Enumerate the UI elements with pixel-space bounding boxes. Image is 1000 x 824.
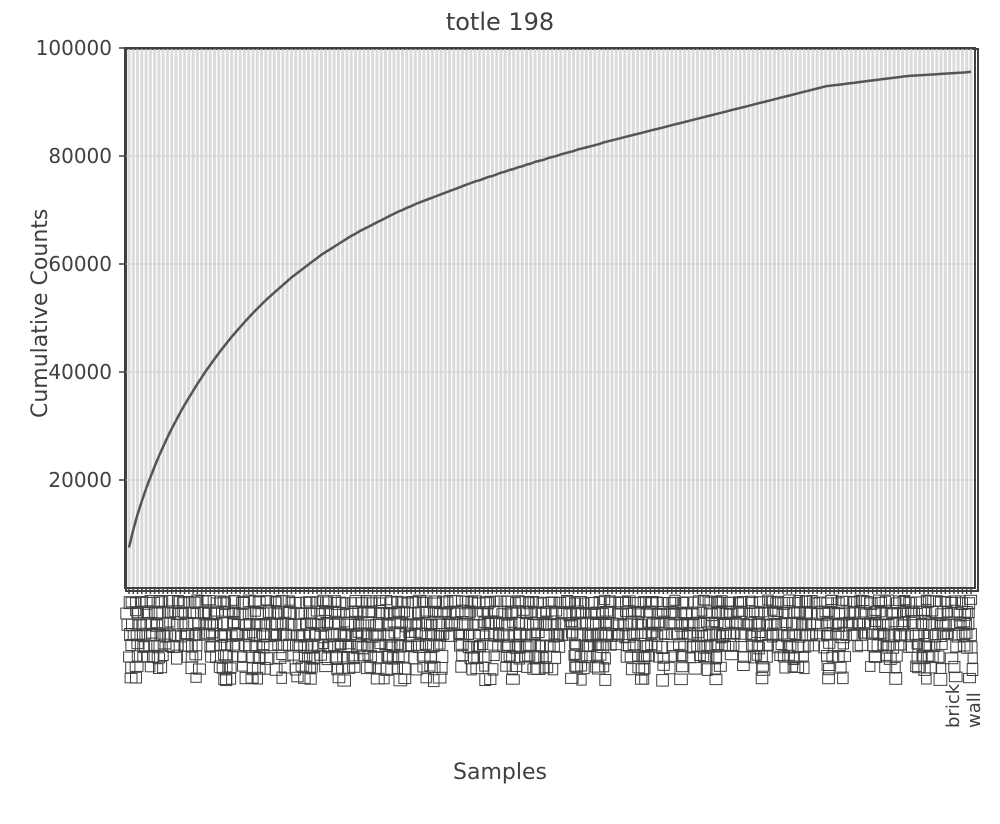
y-tick-label: 60000 — [35, 252, 112, 276]
chart-container: totle 198 Cumulative Counts Samples 2000… — [0, 0, 1000, 824]
y-tick-label: 20000 — [35, 468, 112, 492]
y-tick-label: 40000 — [35, 360, 112, 384]
y-tick-label: 100000 — [35, 36, 112, 60]
x-tick-label-brick-wall: brick wall — [943, 671, 985, 728]
y-tick-label: 80000 — [35, 144, 112, 168]
chart-svg — [0, 0, 1000, 824]
